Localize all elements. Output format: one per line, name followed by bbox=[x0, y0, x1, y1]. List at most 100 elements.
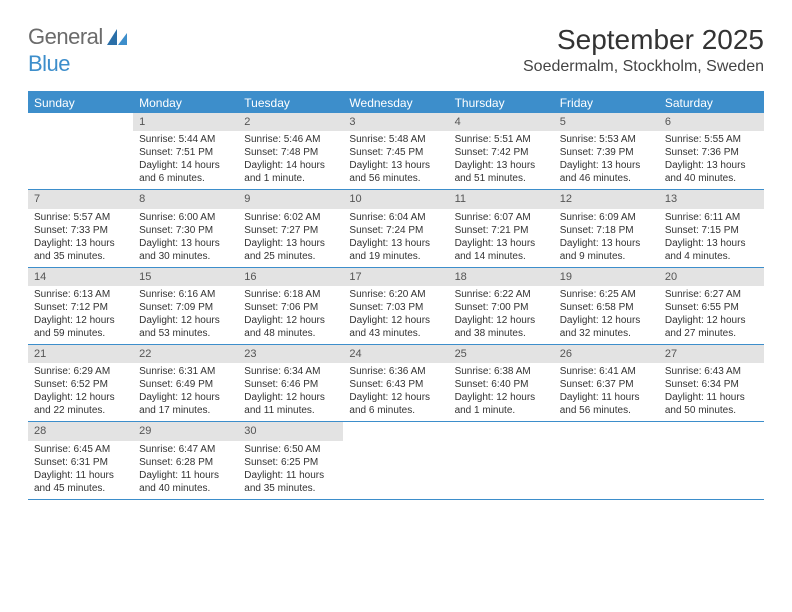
day-cell: 17Sunrise: 6:20 AMSunset: 7:03 PMDayligh… bbox=[343, 268, 448, 344]
day-number: 22 bbox=[133, 345, 238, 363]
day-number: 29 bbox=[133, 422, 238, 440]
daylight-text: Daylight: 12 hours and 59 minutes. bbox=[34, 314, 127, 340]
daylight-text: Daylight: 12 hours and 1 minute. bbox=[455, 391, 548, 417]
sunrise-text: Sunrise: 6:36 AM bbox=[349, 365, 442, 378]
day-cell bbox=[659, 422, 764, 498]
daylight-text: Daylight: 11 hours and 40 minutes. bbox=[139, 469, 232, 495]
day-header-fri: Friday bbox=[554, 93, 659, 113]
day-cell: 28Sunrise: 6:45 AMSunset: 6:31 PMDayligh… bbox=[28, 422, 133, 498]
logo-blue: Blue bbox=[28, 51, 70, 76]
week-row: 14Sunrise: 6:13 AMSunset: 7:12 PMDayligh… bbox=[28, 268, 764, 345]
daylight-text: Daylight: 13 hours and 35 minutes. bbox=[34, 237, 127, 263]
sunrise-text: Sunrise: 6:34 AM bbox=[244, 365, 337, 378]
day-content: Sunrise: 6:36 AMSunset: 6:43 PMDaylight:… bbox=[343, 363, 448, 421]
day-number: 8 bbox=[133, 190, 238, 208]
sunset-text: Sunset: 6:40 PM bbox=[455, 378, 548, 391]
day-header-sun: Sunday bbox=[28, 93, 133, 113]
sunset-text: Sunset: 6:25 PM bbox=[244, 456, 337, 469]
sunset-text: Sunset: 6:58 PM bbox=[560, 301, 653, 314]
day-number: 20 bbox=[659, 268, 764, 286]
day-cell bbox=[343, 422, 448, 498]
daylight-text: Daylight: 12 hours and 17 minutes. bbox=[139, 391, 232, 417]
day-cell: 21Sunrise: 6:29 AMSunset: 6:52 PMDayligh… bbox=[28, 345, 133, 421]
sunrise-text: Sunrise: 6:09 AM bbox=[560, 211, 653, 224]
day-cell: 4Sunrise: 5:51 AMSunset: 7:42 PMDaylight… bbox=[449, 113, 554, 189]
day-content: Sunrise: 6:31 AMSunset: 6:49 PMDaylight:… bbox=[133, 363, 238, 421]
calendar-page: General Blue September 2025 Soedermalm, … bbox=[0, 0, 792, 500]
day-content: Sunrise: 6:41 AMSunset: 6:37 PMDaylight:… bbox=[554, 363, 659, 421]
day-cell: 3Sunrise: 5:48 AMSunset: 7:45 PMDaylight… bbox=[343, 113, 448, 189]
day-number: 23 bbox=[238, 345, 343, 363]
day-content: Sunrise: 6:11 AMSunset: 7:15 PMDaylight:… bbox=[659, 209, 764, 267]
sunset-text: Sunset: 7:00 PM bbox=[455, 301, 548, 314]
daylight-text: Daylight: 12 hours and 48 minutes. bbox=[244, 314, 337, 340]
day-number: 19 bbox=[554, 268, 659, 286]
sunset-text: Sunset: 7:30 PM bbox=[139, 224, 232, 237]
daylight-text: Daylight: 13 hours and 51 minutes. bbox=[455, 159, 548, 185]
header: General Blue September 2025 Soedermalm, … bbox=[28, 24, 764, 77]
sunset-text: Sunset: 6:28 PM bbox=[139, 456, 232, 469]
sunrise-text: Sunrise: 5:57 AM bbox=[34, 211, 127, 224]
day-cell bbox=[449, 422, 554, 498]
day-cell: 9Sunrise: 6:02 AMSunset: 7:27 PMDaylight… bbox=[238, 190, 343, 266]
day-cell: 16Sunrise: 6:18 AMSunset: 7:06 PMDayligh… bbox=[238, 268, 343, 344]
day-content: Sunrise: 6:45 AMSunset: 6:31 PMDaylight:… bbox=[28, 441, 133, 499]
day-cell: 24Sunrise: 6:36 AMSunset: 6:43 PMDayligh… bbox=[343, 345, 448, 421]
day-cell: 6Sunrise: 5:55 AMSunset: 7:36 PMDaylight… bbox=[659, 113, 764, 189]
sunrise-text: Sunrise: 6:00 AM bbox=[139, 211, 232, 224]
day-cell: 18Sunrise: 6:22 AMSunset: 7:00 PMDayligh… bbox=[449, 268, 554, 344]
sunset-text: Sunset: 6:34 PM bbox=[665, 378, 758, 391]
day-content: Sunrise: 6:50 AMSunset: 6:25 PMDaylight:… bbox=[238, 441, 343, 499]
day-cell: 25Sunrise: 6:38 AMSunset: 6:40 PMDayligh… bbox=[449, 345, 554, 421]
day-number: 27 bbox=[659, 345, 764, 363]
day-cell: 8Sunrise: 6:00 AMSunset: 7:30 PMDaylight… bbox=[133, 190, 238, 266]
sunrise-text: Sunrise: 6:04 AM bbox=[349, 211, 442, 224]
sunset-text: Sunset: 7:39 PM bbox=[560, 146, 653, 159]
sunset-text: Sunset: 7:06 PM bbox=[244, 301, 337, 314]
day-content: Sunrise: 6:38 AMSunset: 6:40 PMDaylight:… bbox=[449, 363, 554, 421]
day-content: Sunrise: 5:46 AMSunset: 7:48 PMDaylight:… bbox=[238, 131, 343, 189]
day-cell bbox=[554, 422, 659, 498]
day-number: 1 bbox=[133, 113, 238, 131]
sunset-text: Sunset: 7:15 PM bbox=[665, 224, 758, 237]
sunset-text: Sunset: 7:21 PM bbox=[455, 224, 548, 237]
day-cell: 11Sunrise: 6:07 AMSunset: 7:21 PMDayligh… bbox=[449, 190, 554, 266]
weeks-container: 1Sunrise: 5:44 AMSunset: 7:51 PMDaylight… bbox=[28, 113, 764, 499]
day-content: Sunrise: 6:09 AMSunset: 7:18 PMDaylight:… bbox=[554, 209, 659, 267]
daylight-text: Daylight: 12 hours and 32 minutes. bbox=[560, 314, 653, 340]
day-number bbox=[28, 113, 133, 117]
day-content: Sunrise: 6:22 AMSunset: 7:00 PMDaylight:… bbox=[449, 286, 554, 344]
day-content: Sunrise: 6:13 AMSunset: 7:12 PMDaylight:… bbox=[28, 286, 133, 344]
day-content: Sunrise: 6:16 AMSunset: 7:09 PMDaylight:… bbox=[133, 286, 238, 344]
week-row: 21Sunrise: 6:29 AMSunset: 6:52 PMDayligh… bbox=[28, 345, 764, 422]
title-block: September 2025 Soedermalm, Stockholm, Sw… bbox=[523, 24, 764, 76]
daylight-text: Daylight: 13 hours and 14 minutes. bbox=[455, 237, 548, 263]
sunset-text: Sunset: 7:24 PM bbox=[349, 224, 442, 237]
sunrise-text: Sunrise: 6:07 AM bbox=[455, 211, 548, 224]
day-header-row: Sunday Monday Tuesday Wednesday Thursday… bbox=[28, 93, 764, 113]
sunset-text: Sunset: 7:03 PM bbox=[349, 301, 442, 314]
day-cell: 5Sunrise: 5:53 AMSunset: 7:39 PMDaylight… bbox=[554, 113, 659, 189]
daylight-text: Daylight: 13 hours and 9 minutes. bbox=[560, 237, 653, 263]
sunrise-text: Sunrise: 6:16 AM bbox=[139, 288, 232, 301]
day-number bbox=[554, 422, 659, 426]
day-number: 16 bbox=[238, 268, 343, 286]
sunrise-text: Sunrise: 6:27 AM bbox=[665, 288, 758, 301]
sunset-text: Sunset: 6:55 PM bbox=[665, 301, 758, 314]
logo: General Blue bbox=[28, 24, 127, 77]
sunrise-text: Sunrise: 6:29 AM bbox=[34, 365, 127, 378]
day-number: 15 bbox=[133, 268, 238, 286]
month-title: September 2025 bbox=[523, 24, 764, 56]
logo-sail-icon bbox=[107, 25, 127, 51]
day-content: Sunrise: 6:07 AMSunset: 7:21 PMDaylight:… bbox=[449, 209, 554, 267]
day-cell: 20Sunrise: 6:27 AMSunset: 6:55 PMDayligh… bbox=[659, 268, 764, 344]
day-number: 10 bbox=[343, 190, 448, 208]
sunrise-text: Sunrise: 5:51 AM bbox=[455, 133, 548, 146]
day-number: 7 bbox=[28, 190, 133, 208]
sunset-text: Sunset: 7:36 PM bbox=[665, 146, 758, 159]
sunset-text: Sunset: 6:52 PM bbox=[34, 378, 127, 391]
daylight-text: Daylight: 13 hours and 56 minutes. bbox=[349, 159, 442, 185]
daylight-text: Daylight: 12 hours and 38 minutes. bbox=[455, 314, 548, 340]
day-content: Sunrise: 5:44 AMSunset: 7:51 PMDaylight:… bbox=[133, 131, 238, 189]
daylight-text: Daylight: 12 hours and 11 minutes. bbox=[244, 391, 337, 417]
